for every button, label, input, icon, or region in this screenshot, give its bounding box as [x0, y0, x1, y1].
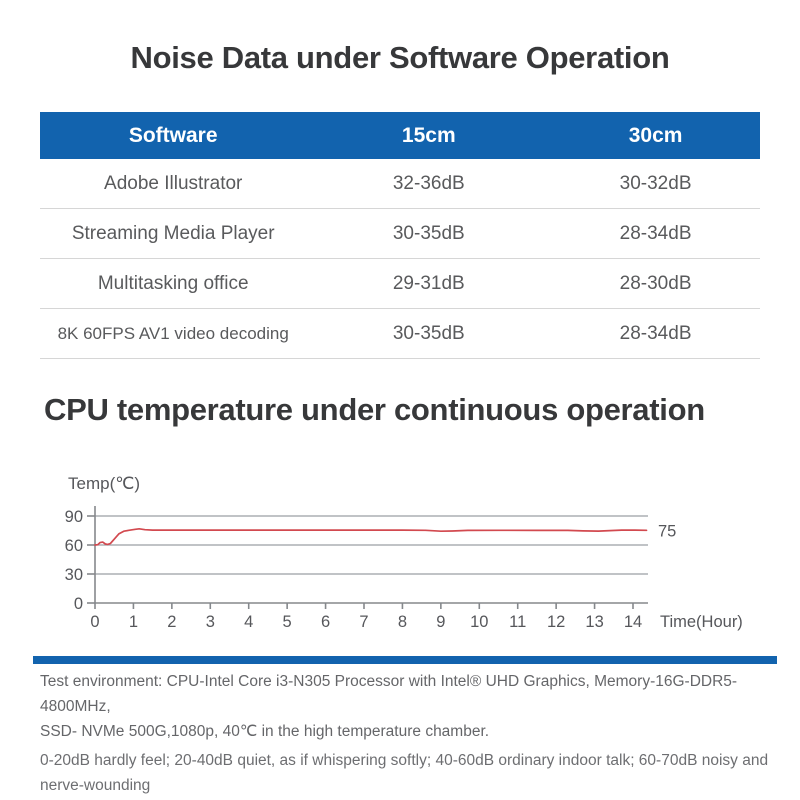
line-end-value-label: 75	[658, 522, 676, 540]
cell-noise-15cm: 29-31dB	[392, 272, 465, 294]
x-tick-label: 13	[585, 613, 603, 631]
table-row: Adobe Illustrator 32-36dB 30-32dB	[40, 159, 760, 209]
temperature-line	[94, 527, 648, 546]
cell-software-name: Streaming Media Player	[71, 222, 275, 244]
x-tick-label: 8	[398, 613, 407, 631]
cell-noise-15cm: 30-35dB	[392, 322, 465, 344]
blue-divider-bar	[33, 656, 777, 664]
table-row: Multitasking office 29-31dB 28-30dB	[40, 259, 760, 309]
cell-noise-30cm: 28-30dB	[619, 272, 692, 294]
noise-section-title: Noise Data under Software Operation	[130, 40, 670, 75]
cell-noise-30cm: 28-34dB	[619, 322, 692, 344]
y-tick-label: 90	[65, 508, 83, 526]
x-tick-label: 11	[509, 613, 526, 631]
x-tick-label: 6	[321, 613, 330, 631]
x-tick-label: 14	[624, 613, 642, 631]
cell-noise-15cm: 30-35dB	[392, 222, 465, 244]
test-environment-line-2: SSD- NVMe 500G,1080p, 40℃ in the high te…	[40, 723, 490, 740]
noise-level-legend: 0-20dB hardly feel; 20-40dB quiet, as if…	[40, 752, 769, 794]
x-tick-label: 4	[244, 613, 253, 631]
test-environment-line-1: Test environment: CPU-Intel Core i3-N305…	[40, 673, 738, 715]
cell-software-name: Adobe Illustrator	[104, 172, 243, 194]
table-row: 8K 60FPS AV1 video decoding 30-35dB 28-3…	[40, 309, 760, 359]
header-cell-30cm: 30cm	[628, 123, 683, 147]
x-tick-label: 3	[206, 613, 215, 631]
cpu-temp-section-title: CPU temperature under continuous operati…	[44, 392, 705, 427]
y-tick-label: 30	[65, 566, 83, 584]
x-tick-label: 10	[470, 613, 488, 631]
cell-software-name: Multitasking office	[97, 272, 249, 294]
cell-noise-30cm: 30-32dB	[619, 172, 692, 194]
x-tick-label: 0	[90, 613, 99, 631]
footer-notes: Test environment: CPU-Intel Core i3-N305…	[40, 669, 770, 798]
x-tick-label: 7	[359, 613, 368, 631]
cell-software-name: 8K 60FPS AV1 video decoding	[57, 323, 289, 343]
y-axis-label: Temp(℃)	[68, 474, 140, 493]
x-tick-label: 2	[167, 613, 176, 631]
x-axis-label: Time(Hour)	[660, 613, 743, 631]
table-header-row: Software 15cm 30cm	[40, 112, 760, 159]
noise-data-table: Software 15cm 30cm Adobe Illustrator 32-…	[40, 112, 760, 359]
x-tick-label: 1	[129, 613, 138, 631]
y-tick-label: 0	[74, 595, 83, 613]
x-tick-label: 9	[436, 613, 445, 631]
y-tick-label: 60	[65, 537, 83, 555]
cell-noise-30cm: 28-34dB	[619, 222, 692, 244]
x-tick-label: 5	[283, 613, 292, 631]
table-row: Streaming Media Player 30-35dB 28-34dB	[40, 209, 760, 259]
header-cell-15cm: 15cm	[401, 123, 456, 147]
header-cell-software: Software	[128, 123, 218, 147]
cell-noise-15cm: 32-36dB	[392, 172, 465, 194]
x-tick-label: 12	[547, 613, 565, 631]
cpu-temperature-chart-container: Temp(℃) 0 30 60 90 0 1 2 3 4 5 6 7 8 9 10 11 12 13 14 Time(H…	[30, 458, 775, 658]
